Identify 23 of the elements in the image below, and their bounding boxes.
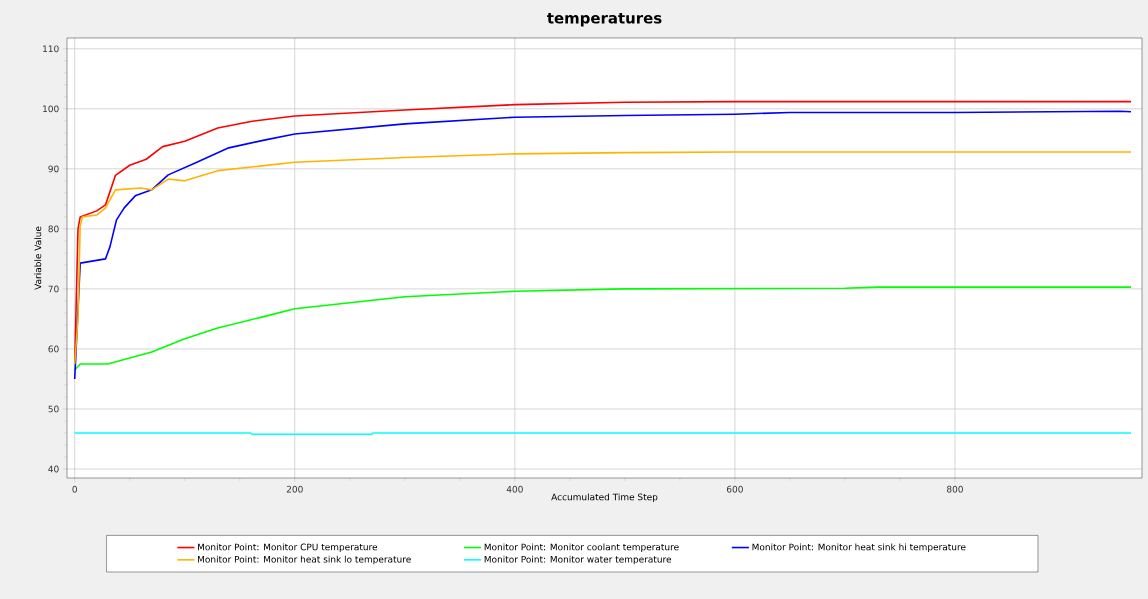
y-tick-label: 100 — [43, 105, 59, 113]
x-tick-label: 0 — [72, 485, 77, 493]
legend-label: Monitor Point: Monitor CPU temperature — [198, 543, 378, 553]
legend-label: Monitor Point: Monitor water temperature — [484, 555, 672, 565]
legend-label: Monitor Point: Monitor heat sink hi temperature — [752, 543, 966, 553]
y-tick-label: 90 — [48, 165, 59, 173]
y-axis-title: Variable Value — [34, 226, 42, 290]
y-tick-label: 110 — [43, 45, 59, 53]
x-tick-label: 800 — [947, 485, 963, 493]
y-tick-label: 70 — [48, 285, 59, 293]
legend-label: Monitor Point: Monitor heat sink lo temperature — [198, 555, 411, 565]
legend-label: Monitor Point: Monitor coolant temperature — [484, 543, 679, 553]
chart-title: temperatures — [547, 12, 662, 27]
y-tick-label: 40 — [48, 465, 59, 473]
line-series — [73, 286, 1132, 371]
y-tick-label: 80 — [48, 225, 59, 233]
y-tick-label: 50 — [48, 405, 59, 413]
x-tick-label: 200 — [286, 485, 303, 493]
x-tick-label: 400 — [506, 485, 523, 493]
line-series — [73, 151, 1132, 365]
x-tick-label: 600 — [726, 485, 743, 493]
y-tick-label: 60 — [48, 345, 59, 353]
x-axis-title: Accumulated Time Step — [551, 493, 658, 503]
